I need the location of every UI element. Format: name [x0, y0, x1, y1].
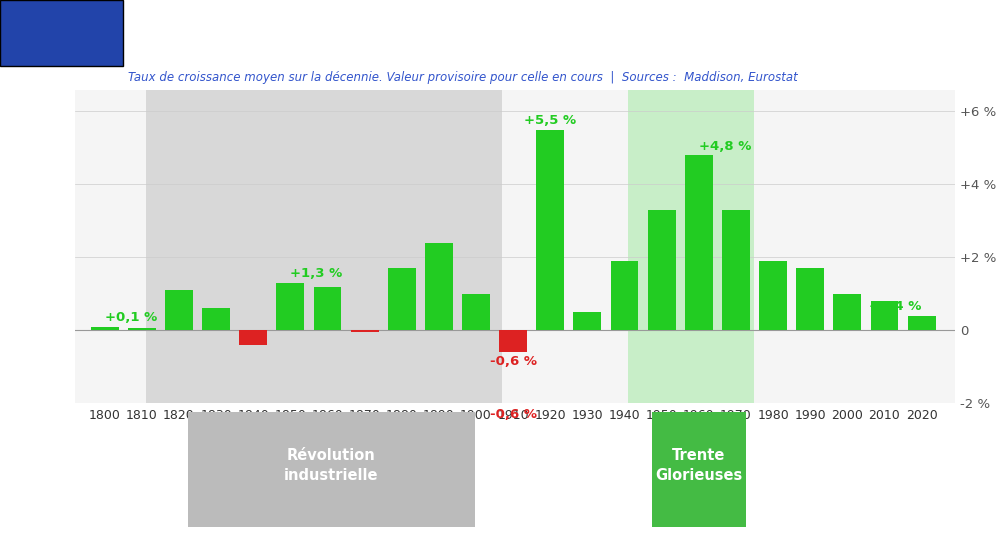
Text: +0,1 %: +0,1 %: [105, 311, 157, 324]
Bar: [536, 130, 564, 330]
Text: Trente
Glorieuses: Trente Glorieuses: [655, 448, 742, 483]
Bar: [165, 290, 193, 330]
Bar: [871, 301, 898, 330]
Text: +1,3 %: +1,3 %: [290, 267, 343, 281]
Text: www.elucid.media: www.elucid.media: [878, 542, 985, 554]
Text: Croissance annuelle du PIB réel par habitant de la France, 1800-2023: Croissance annuelle du PIB réel par habi…: [135, 23, 869, 43]
Bar: [611, 261, 638, 330]
Text: ÉLUCID: ÉLUCID: [20, 23, 103, 43]
Bar: [146, 90, 502, 403]
Text: Révolution
industrielle: Révolution industrielle: [284, 448, 378, 483]
Bar: [202, 309, 230, 330]
Bar: [351, 330, 379, 332]
Text: Taux de croissance moyen sur la décennie. Valeur provisoire pour celle en cours : Taux de croissance moyen sur la décennie…: [128, 71, 798, 84]
Bar: [573, 312, 601, 330]
Bar: [425, 242, 453, 330]
Bar: [91, 326, 119, 330]
Bar: [833, 294, 861, 330]
Bar: [796, 268, 824, 330]
Bar: [499, 330, 527, 352]
Bar: [759, 261, 787, 330]
Bar: [648, 210, 676, 330]
Bar: [128, 329, 156, 330]
Bar: [239, 330, 267, 345]
Bar: [276, 283, 304, 330]
FancyBboxPatch shape: [188, 412, 475, 526]
Bar: [722, 210, 750, 330]
Bar: [908, 316, 936, 330]
Bar: [628, 90, 754, 403]
Bar: [685, 155, 713, 330]
FancyBboxPatch shape: [652, 412, 746, 526]
Text: +0,4 %: +0,4 %: [869, 300, 922, 313]
Bar: [388, 268, 416, 330]
Text: +5,5 %: +5,5 %: [524, 114, 576, 127]
Text: -0,6 %: -0,6 %: [490, 354, 537, 368]
Text: +4,8 %: +4,8 %: [699, 139, 751, 153]
Bar: [462, 294, 490, 330]
FancyBboxPatch shape: [0, 0, 123, 66]
Text: -0,6 %: -0,6 %: [490, 408, 537, 422]
Bar: [314, 287, 341, 330]
